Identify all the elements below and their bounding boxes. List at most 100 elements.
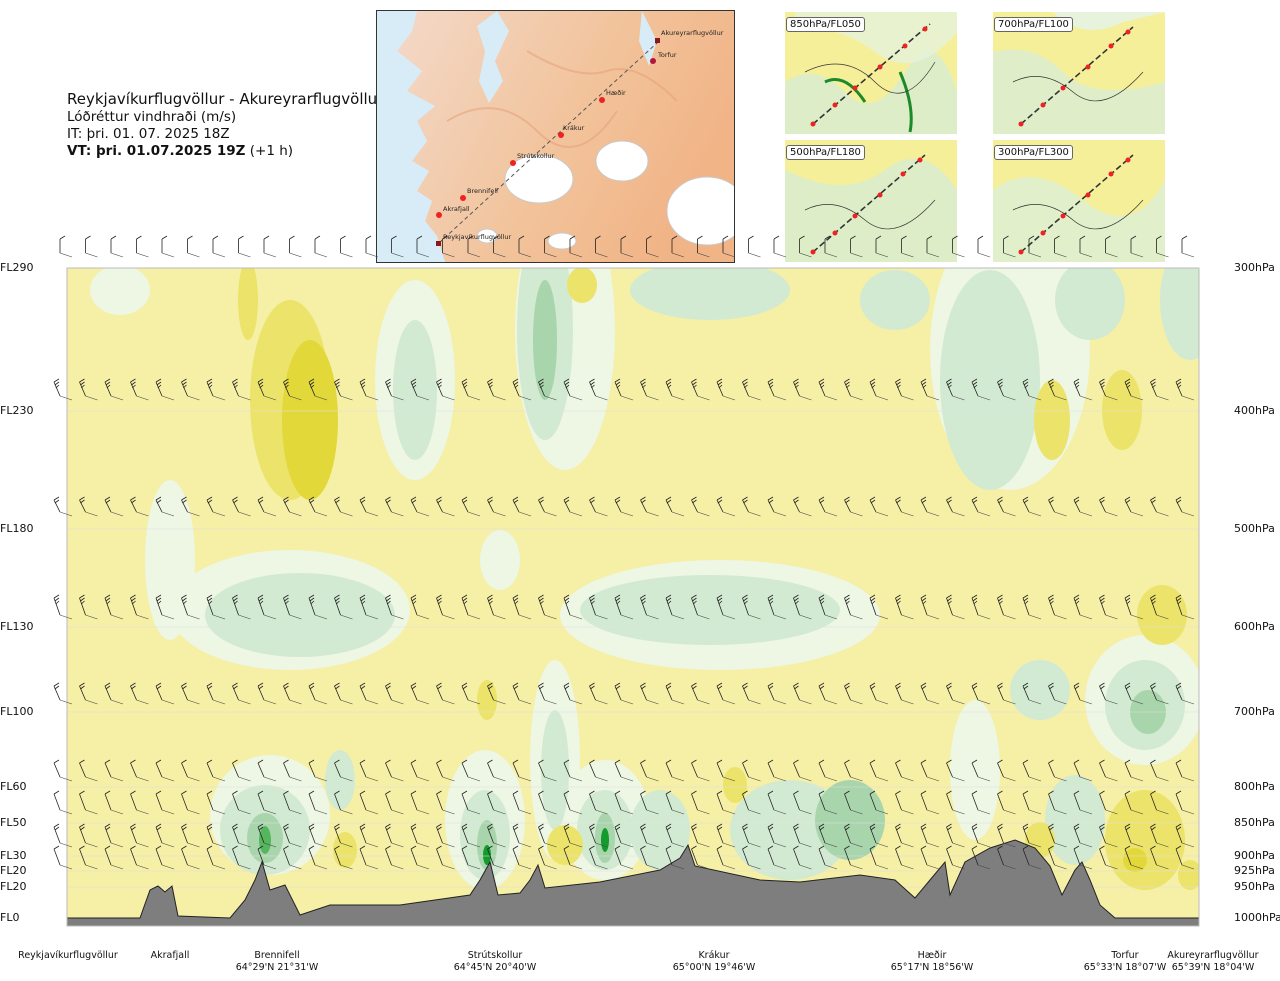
wind-barb [895, 378, 914, 401]
wind-barb [79, 594, 98, 620]
vv-region-up1 [205, 573, 395, 657]
mini-map-500[interactable]: 500hPa/FL180 [785, 140, 957, 262]
wind-barb [691, 823, 710, 848]
mini-map-850[interactable]: 850hPa/FL050 [785, 12, 957, 134]
wind-barb [773, 235, 787, 258]
wind-barb [359, 790, 379, 815]
wind-barb [614, 790, 634, 815]
wind-barb [385, 682, 404, 705]
wind-barb [130, 682, 149, 705]
wind-barb [844, 759, 863, 782]
wind-barb [130, 594, 149, 620]
wind-barb [410, 682, 430, 705]
wind-barb [665, 682, 685, 705]
wind-barb [257, 682, 277, 705]
wind-barb [640, 790, 659, 815]
vv-region-down1 [723, 767, 747, 803]
wind-barb [385, 496, 404, 517]
wind-barb [1150, 378, 1169, 401]
wind-barb [538, 496, 557, 517]
vv-region-up1 [1160, 268, 1199, 360]
wind-barb [563, 790, 583, 815]
waypoint-label: Hæðir 65°17'N 18°56'W [857, 950, 1007, 974]
wind-barb [385, 790, 404, 815]
map-label-krakur: Krákur [563, 124, 585, 132]
valid-time: VT: þri. 01.07.2025 19Z (+1 h) [67, 143, 383, 160]
wind-barb [716, 845, 736, 870]
wind-barb [512, 823, 532, 848]
wind-barb [257, 496, 277, 517]
wind-barb [436, 759, 455, 782]
wind-barb [130, 496, 149, 517]
wind-barb [206, 790, 226, 815]
wind-barb [487, 682, 506, 705]
wind-barb [1099, 378, 1118, 401]
waypoint-name: Reykjavíkurflugvöllur [18, 950, 118, 961]
vv-region-down1 [1105, 790, 1185, 890]
wind-barb [1150, 790, 1169, 815]
vv-region-down2 [1123, 848, 1147, 872]
wind-barb [716, 496, 736, 517]
wind-barb [206, 594, 226, 620]
wind-barb [946, 496, 965, 517]
wind-barb [155, 682, 175, 705]
wind-barb [308, 378, 328, 401]
wind-barb [461, 845, 481, 870]
valid-time-bold: VT: þri. 01.07.2025 19Z [67, 143, 246, 159]
wind-barb [640, 594, 659, 620]
wind-barb [1156, 235, 1169, 258]
wind-barb [1003, 235, 1016, 258]
wind-barb [614, 823, 634, 848]
vv-region-weak_up [480, 530, 520, 590]
wind-barb [691, 759, 710, 782]
wind-barb [722, 235, 736, 258]
wind-barb [1022, 682, 1042, 705]
vertical-velocity-field [67, 268, 1199, 926]
wind-barb [334, 496, 353, 517]
wind-barb [1022, 759, 1042, 782]
wind-barb [971, 496, 991, 517]
wind-barb [283, 759, 302, 782]
wind-barb [869, 496, 889, 517]
wind-barb [130, 823, 149, 848]
wind-barb [595, 235, 608, 258]
waypoint-label: Brennifell 64°29'N 21°31'W [202, 950, 352, 974]
wind-barb [155, 845, 175, 870]
vv-region-up1 [1045, 775, 1105, 865]
wind-barb [53, 682, 73, 705]
flight-level-label: FL130 [0, 620, 34, 633]
wind-barb [359, 496, 379, 517]
flight-level-label: FL290 [0, 261, 34, 274]
wind-barb [818, 594, 838, 620]
mini-map-300[interactable]: 300hPa/FL300 [993, 140, 1165, 262]
pressure-level-label: 1000hPa [1234, 911, 1280, 924]
wind-barb [1150, 759, 1169, 782]
route-map[interactable]: Akureyrarflugvöllur Torfur Hæðir Krákur … [376, 10, 735, 263]
wind-barb [589, 594, 608, 620]
wind-barb [487, 823, 506, 848]
mini-map-700[interactable]: 700hPa/FL100 [993, 12, 1165, 134]
wind-barb [869, 759, 889, 782]
wind-barb [359, 378, 379, 401]
vv-region-up1 [630, 268, 790, 320]
wind-barb [314, 235, 328, 258]
wind-barb [53, 594, 73, 620]
wind-barb [1130, 235, 1144, 258]
map-label-haedir: Hæðir [606, 89, 626, 97]
wind-barb [767, 845, 787, 870]
vv-region-up1 [393, 320, 437, 460]
wind-barb [487, 790, 506, 815]
wind-barb [818, 378, 838, 401]
wind-barb [1099, 790, 1118, 815]
wind-barb [1048, 496, 1067, 517]
wind-barb [875, 235, 889, 258]
wind-barb [283, 823, 302, 848]
chart-title-block: Reykjavíkurflugvöllur - Akureyrarflugvöl… [67, 90, 383, 160]
wind-barb [487, 594, 506, 620]
wind-barb [155, 594, 175, 620]
map-label-akrafjall: Akrafjall [443, 205, 470, 213]
wind-barb [1175, 845, 1195, 870]
vv-region-up1 [860, 270, 930, 330]
wind-barb [589, 823, 608, 848]
pressure-level-label: 900hPa [1234, 849, 1275, 862]
